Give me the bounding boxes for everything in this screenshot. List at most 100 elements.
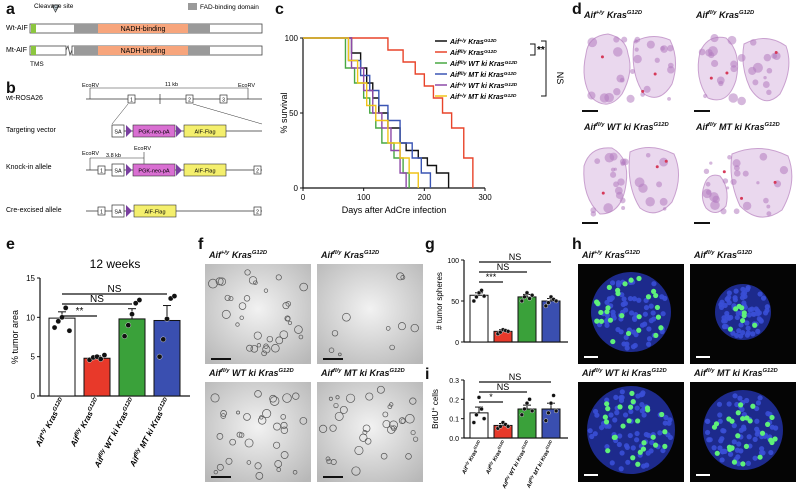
data-point: [505, 329, 511, 334]
nucleus: [736, 441, 742, 447]
sphere: [213, 470, 218, 475]
sphere: [216, 433, 224, 440]
sphere: [225, 457, 233, 465]
sphere: [400, 275, 406, 280]
brdu-nucleus: [644, 405, 651, 411]
sphere: [397, 322, 406, 331]
nucleus: [609, 280, 616, 286]
sphere: [385, 326, 391, 331]
wt-aif-fad2: [188, 24, 210, 33]
mt-aif-fad1: [74, 46, 98, 55]
nucleus: [719, 457, 725, 463]
nucleus: [746, 312, 752, 318]
brightfield-bg: [317, 264, 423, 364]
tumor-nodule: [610, 171, 617, 178]
category-label-1: Aiffl/y KrasG12D: [484, 439, 508, 476]
y-tick-label: 0.0: [449, 436, 459, 443]
tv-pgk-neo: [132, 124, 176, 138]
y-axis-label: # tumor spheres: [435, 272, 444, 330]
sphere: [246, 460, 252, 465]
brightfield-bg: [317, 382, 423, 482]
nucleus: [724, 296, 730, 302]
histology-image-0: [582, 33, 676, 112]
data-point: [51, 324, 58, 331]
sphere: [396, 272, 405, 281]
y-tick-label: 0.1: [449, 417, 459, 424]
tumor-nodule: [733, 208, 740, 215]
sphere: [389, 344, 395, 351]
ce-exon-1: [97, 206, 106, 216]
sphere: [280, 414, 286, 420]
sphere: [345, 393, 356, 403]
ce-exon-2-label: 2: [256, 210, 259, 216]
histology-title-1: Aiffl/y KrasG12D: [696, 10, 755, 20]
tumor-nodule: [709, 161, 713, 165]
brdu-nucleus: [641, 440, 647, 446]
brdu-nucleus: [598, 318, 605, 324]
sphere: [256, 343, 262, 348]
y-tick-label: 0.3: [449, 378, 459, 385]
mt-aif-nadh: [98, 46, 188, 55]
brdu-nucleus: [606, 284, 612, 290]
tumor-nodule: [621, 36, 628, 43]
nucleus: [737, 395, 743, 401]
size-38kb: 3.8 kb: [106, 153, 121, 159]
sphere: [208, 278, 218, 289]
brdu-nucleus: [768, 437, 774, 443]
nucleus: [757, 395, 763, 401]
bar-2: [517, 296, 537, 343]
nucleus: [640, 390, 646, 396]
brdu-nucleus: [739, 305, 745, 311]
sphere: [409, 397, 417, 405]
mt-aif-tms: [31, 46, 36, 55]
nucleus: [606, 296, 612, 302]
tumor-nodule: [763, 197, 769, 204]
histology-image-2: [582, 147, 679, 224]
brdu-nucleus: [619, 313, 625, 319]
fluor-image-2: [578, 382, 684, 482]
nucleus: [649, 439, 655, 446]
brdu-nucleus: [658, 325, 664, 331]
nucleus: [592, 431, 598, 437]
survival-chart: 0 50 100 0 100 200 300 Days after AdCre infecti…: [279, 34, 565, 215]
brdu-nucleus: [594, 318, 600, 324]
nucleus: [704, 429, 711, 436]
nucleus: [745, 284, 751, 291]
tumor-nodule: [742, 170, 749, 177]
brdu-nucleus: [630, 399, 636, 405]
sig-label-2: NS: [108, 284, 122, 295]
vessel: [709, 76, 713, 80]
brdu-nucleus: [629, 390, 635, 396]
ki-exon-1-label: 1: [100, 169, 103, 175]
tumor-nodule: [727, 35, 737, 45]
sig-bracket-star: [530, 43, 536, 56]
nucleus: [608, 412, 614, 418]
tv-aif-flag-label: AIF-Flag: [194, 130, 215, 136]
data-point: [471, 420, 477, 425]
sphere: [275, 274, 282, 281]
nucleus: [752, 455, 758, 461]
tumor-nodule: [590, 207, 597, 214]
panel-f-spheres: Aif+/y KrasG12D Aiffl/y KrasG12D Aiffl/y W…: [205, 250, 425, 485]
panel-letter-f: f: [198, 236, 204, 253]
sphere: [244, 438, 254, 448]
sphere: [299, 417, 308, 425]
data-point: [66, 327, 73, 334]
nucleus: [744, 320, 750, 326]
sphere: [221, 309, 231, 319]
nucleus: [740, 291, 746, 297]
mt-aif-bar-left: [29, 45, 67, 56]
data-point: [101, 352, 108, 358]
legend-label-4: Aif+/y WT ki KrasG12D: [449, 82, 518, 91]
ecorv-label-1: EcoRV: [82, 83, 99, 89]
tumor-nodule: [630, 69, 635, 74]
tumor-nodule: [752, 79, 759, 86]
wt-exon-1-label: 1: [130, 98, 133, 104]
category-label-0: Aif+/y KrasG12D: [33, 397, 66, 449]
lung-lobe-1: [730, 148, 793, 218]
nucleus: [738, 448, 744, 454]
data-point: [553, 298, 559, 304]
nucleus: [718, 304, 725, 310]
tumor-nodule: [710, 200, 720, 211]
